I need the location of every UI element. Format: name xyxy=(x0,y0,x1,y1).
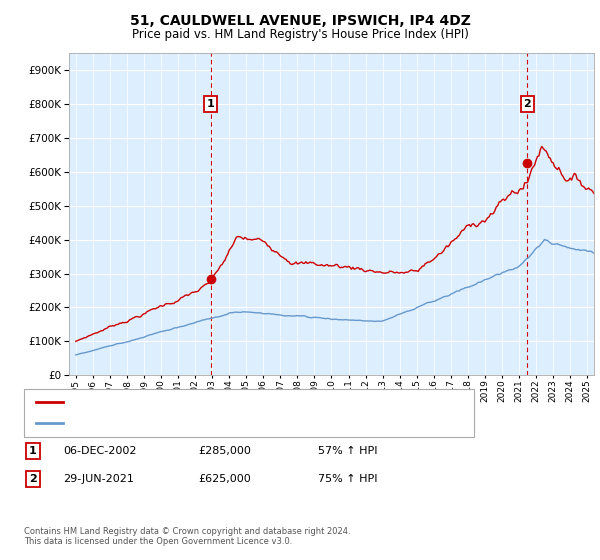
Text: Contains HM Land Registry data © Crown copyright and database right 2024.
This d: Contains HM Land Registry data © Crown c… xyxy=(24,526,350,546)
Text: 1: 1 xyxy=(29,446,37,456)
Text: 2: 2 xyxy=(523,99,531,109)
Text: £285,000: £285,000 xyxy=(198,446,251,456)
Text: 06-DEC-2002: 06-DEC-2002 xyxy=(63,446,137,456)
Text: 51, CAULDWELL AVENUE, IPSWICH, IP4 4DZ (detached house): 51, CAULDWELL AVENUE, IPSWICH, IP4 4DZ (… xyxy=(69,396,391,407)
Text: 51, CAULDWELL AVENUE, IPSWICH, IP4 4DZ: 51, CAULDWELL AVENUE, IPSWICH, IP4 4DZ xyxy=(130,14,470,28)
Text: £625,000: £625,000 xyxy=(198,474,251,484)
Text: 1: 1 xyxy=(207,99,215,109)
Text: HPI: Average price, detached house, Ipswich: HPI: Average price, detached house, Ipsw… xyxy=(69,418,301,428)
Text: Price paid vs. HM Land Registry's House Price Index (HPI): Price paid vs. HM Land Registry's House … xyxy=(131,28,469,41)
Text: 2: 2 xyxy=(29,474,37,484)
Text: 57% ↑ HPI: 57% ↑ HPI xyxy=(318,446,377,456)
Text: 75% ↑ HPI: 75% ↑ HPI xyxy=(318,474,377,484)
Text: 29-JUN-2021: 29-JUN-2021 xyxy=(63,474,134,484)
